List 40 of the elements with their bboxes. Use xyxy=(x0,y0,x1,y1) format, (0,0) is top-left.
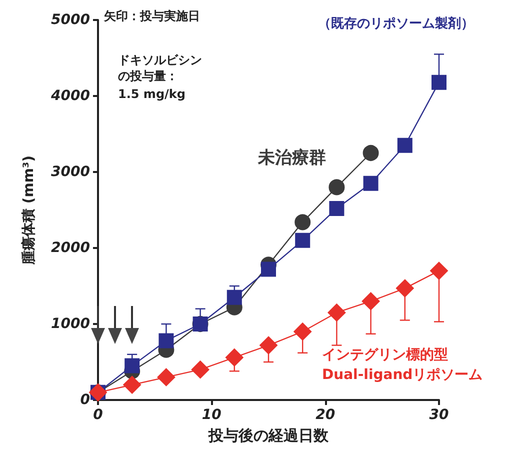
point xyxy=(157,368,176,386)
annotation: 矢印：投与実施日 xyxy=(103,9,200,23)
x-tick-label: 30 xyxy=(429,407,449,423)
y-axis-title: 腫瘍体積 (mm³) xyxy=(20,156,37,266)
point xyxy=(294,214,311,230)
point xyxy=(362,292,380,310)
text: （既存のリポソーム製剤） xyxy=(318,16,474,32)
point xyxy=(191,360,210,379)
point xyxy=(397,138,412,153)
point xyxy=(396,279,414,298)
x-tick-label: 20 xyxy=(316,407,336,423)
point xyxy=(123,376,142,394)
point xyxy=(158,333,174,348)
x-tick-label: 0 xyxy=(93,407,104,423)
y-tick-label: 4000 xyxy=(50,88,90,104)
point xyxy=(362,145,379,161)
x-axis-title: 投与後の経過日数 xyxy=(208,426,330,444)
point xyxy=(363,176,378,191)
x-tick-label: 10 xyxy=(202,407,222,423)
y-tick-label: 3000 xyxy=(51,164,90,180)
point xyxy=(328,179,345,196)
y-tick-label: 1000 xyxy=(51,316,90,332)
annotation: ドキソルビシンの投与量： xyxy=(118,53,202,83)
series-label: インテグリン標的型 Dual-ligandリポソーム xyxy=(322,347,483,383)
point xyxy=(329,200,344,216)
point xyxy=(260,336,278,354)
point xyxy=(226,290,242,305)
point xyxy=(328,304,346,322)
point xyxy=(295,232,310,248)
series-label: 未治療群 xyxy=(257,148,326,168)
point xyxy=(294,322,312,341)
point xyxy=(124,358,140,374)
annotation: 1.5 mg/kg xyxy=(118,87,186,101)
point xyxy=(432,74,446,90)
y-tick-label: 2000 xyxy=(51,240,90,256)
point xyxy=(261,262,276,277)
point xyxy=(430,262,448,280)
point xyxy=(225,348,244,366)
y-tick-label: 0 xyxy=(80,392,90,408)
y-tick-label: 5000 xyxy=(51,12,90,28)
